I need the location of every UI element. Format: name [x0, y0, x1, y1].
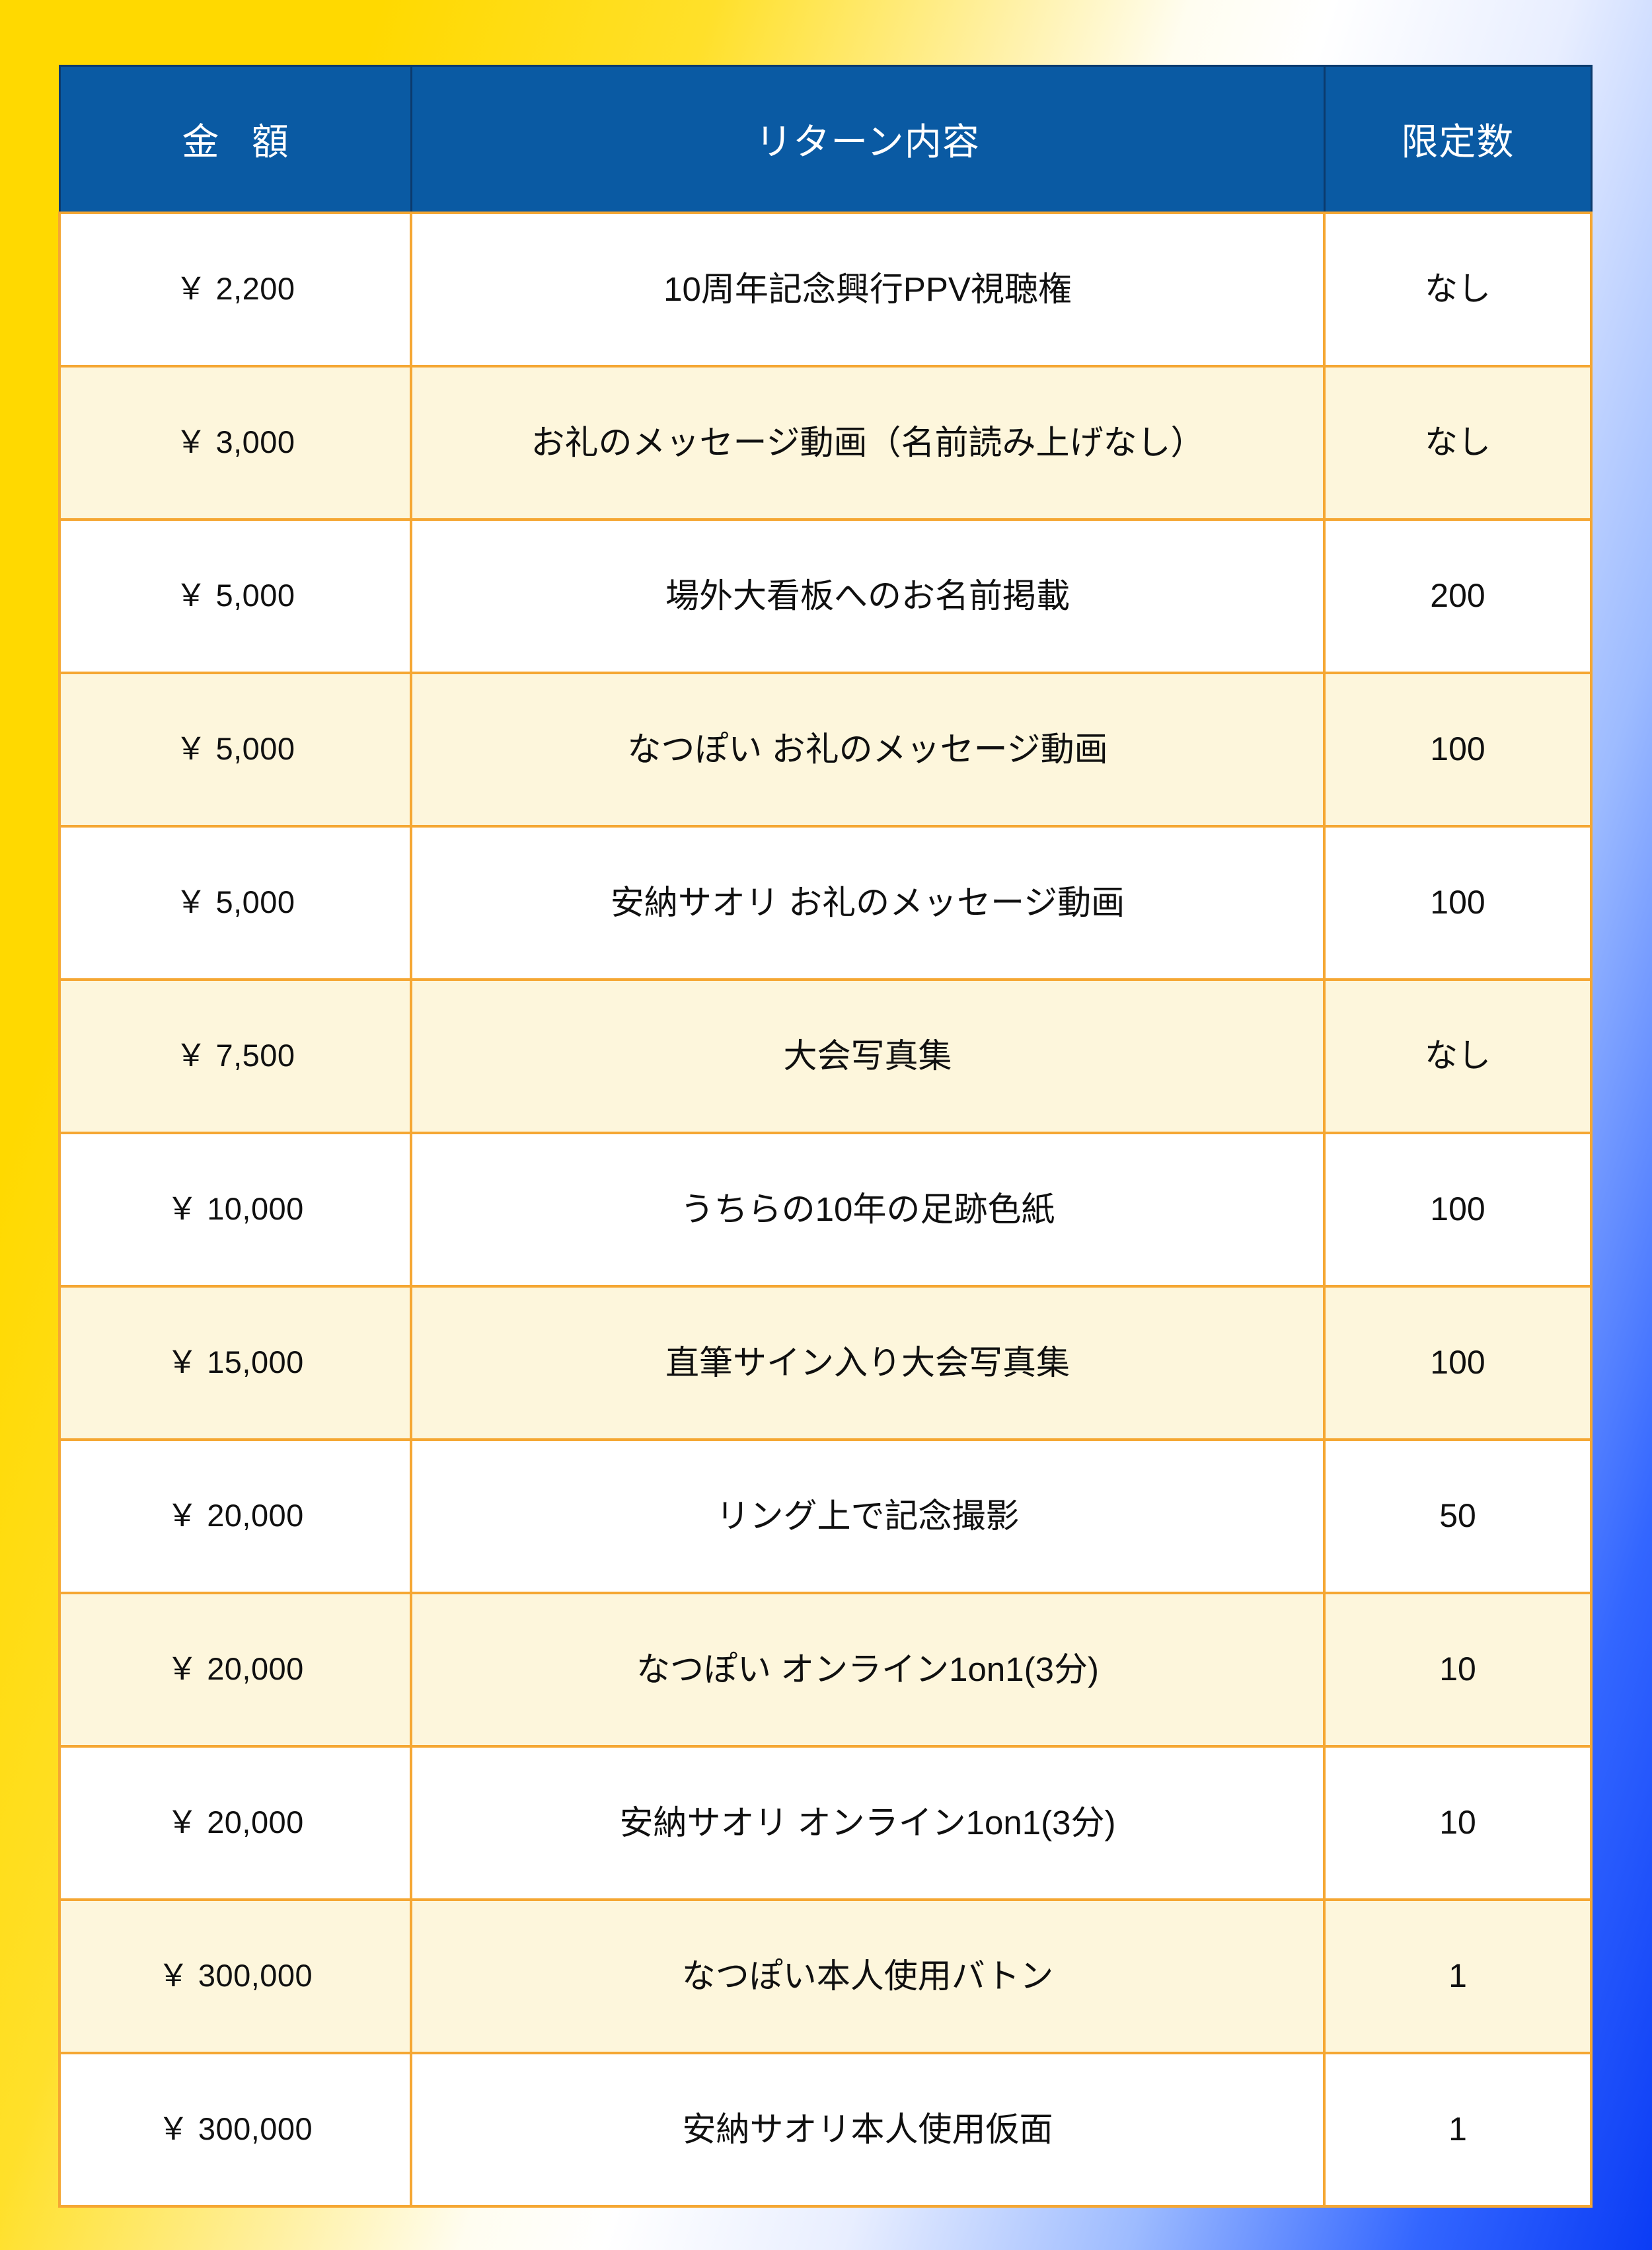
- cell-amount: ￥ 20,000: [58, 1591, 412, 1748]
- cell-amount: ￥ 5,000: [58, 671, 412, 828]
- table-row: ￥ 20,000 リング上で記念撮影 50: [58, 1438, 1593, 1594]
- return-table-container: 金 額 リターン内容 限定数 ￥ 2,200 10周年記念興行PPV視聴権 なし…: [58, 65, 1593, 2208]
- cell-description: なつぽい本人使用バトン: [410, 1898, 1326, 2054]
- table-body: ￥ 2,200 10周年記念興行PPV視聴権 なし ￥ 3,000 お礼のメッセ…: [58, 211, 1593, 2208]
- cell-limit: 50: [1323, 1438, 1593, 1594]
- cell-description: うちらの10年の足跡色紙: [410, 1131, 1326, 1288]
- cell-limit: 1: [1323, 1898, 1593, 2054]
- cell-limit: なし: [1323, 978, 1593, 1134]
- cell-amount: ￥ 5,000: [58, 518, 412, 674]
- cell-limit: 100: [1323, 1131, 1593, 1288]
- table-row: ￥ 15,000 直筆サイン入り大会写真集 100: [58, 1284, 1593, 1441]
- table-row: ￥ 5,000 安納サオリ お礼のメッセージ動画 100: [58, 824, 1593, 981]
- header-limit: 限定数: [1323, 65, 1593, 213]
- table-row: ￥ 5,000 なつぽい お礼のメッセージ動画 100: [58, 671, 1593, 828]
- cell-description: リング上で記念撮影: [410, 1438, 1326, 1594]
- cell-description: 10周年記念興行PPV視聴権: [410, 211, 1326, 368]
- cell-amount: ￥ 10,000: [58, 1131, 412, 1288]
- cell-limit: 1: [1323, 2051, 1593, 2208]
- cell-limit: 200: [1323, 518, 1593, 674]
- cell-amount: ￥ 15,000: [58, 1284, 412, 1441]
- cell-amount: ￥ 7,500: [58, 978, 412, 1134]
- table-row: ￥ 300,000 なつぽい本人使用バトン 1: [58, 1898, 1593, 2054]
- cell-amount: ￥ 5,000: [58, 824, 412, 981]
- table-row: ￥ 2,200 10周年記念興行PPV視聴権 なし: [58, 211, 1593, 368]
- table-row: ￥ 7,500 大会写真集 なし: [58, 978, 1593, 1134]
- cell-description: お礼のメッセージ動画（名前読み上げなし）: [410, 364, 1326, 521]
- return-rewards-table: 金 額 リターン内容 限定数 ￥ 2,200 10周年記念興行PPV視聴権 なし…: [58, 65, 1593, 2208]
- cell-amount: ￥ 20,000: [58, 1438, 412, 1594]
- header-description: リターン内容: [410, 65, 1326, 213]
- header-row: 金 額 リターン内容 限定数: [58, 65, 1593, 213]
- cell-description: 安納サオリ お礼のメッセージ動画: [410, 824, 1326, 981]
- cell-description: 安納サオリ オンライン1on1(3分): [410, 1744, 1326, 1901]
- cell-limit: なし: [1323, 364, 1593, 521]
- cell-description: 場外大看板へのお名前掲載: [410, 518, 1326, 674]
- table-row: ￥ 5,000 場外大看板へのお名前掲載 200: [58, 518, 1593, 674]
- cell-description: 安納サオリ本人使用仮面: [410, 2051, 1326, 2208]
- cell-limit: 100: [1323, 824, 1593, 981]
- cell-description: なつぽい オンライン1on1(3分): [410, 1591, 1326, 1748]
- cell-amount: ￥ 300,000: [58, 2051, 412, 2208]
- cell-limit: なし: [1323, 211, 1593, 368]
- table-row: ￥ 10,000 うちらの10年の足跡色紙 100: [58, 1131, 1593, 1288]
- cell-description: 大会写真集: [410, 978, 1326, 1134]
- cell-amount: ￥ 2,200: [58, 211, 412, 368]
- cell-amount: ￥ 3,000: [58, 364, 412, 521]
- table-header: 金 額 リターン内容 限定数: [58, 65, 1593, 213]
- table-row: ￥ 20,000 なつぽい オンライン1on1(3分) 10: [58, 1591, 1593, 1748]
- table-row: ￥ 300,000 安納サオリ本人使用仮面 1: [58, 2051, 1593, 2208]
- cell-amount: ￥ 300,000: [58, 1898, 412, 2054]
- table-row: ￥ 20,000 安納サオリ オンライン1on1(3分) 10: [58, 1744, 1593, 1901]
- table-row: ￥ 3,000 お礼のメッセージ動画（名前読み上げなし） なし: [58, 364, 1593, 521]
- cell-limit: 10: [1323, 1744, 1593, 1901]
- cell-description: なつぽい お礼のメッセージ動画: [410, 671, 1326, 828]
- cell-amount: ￥ 20,000: [58, 1744, 412, 1901]
- cell-limit: 100: [1323, 1284, 1593, 1441]
- header-amount: 金 額: [58, 65, 412, 213]
- cell-description: 直筆サイン入り大会写真集: [410, 1284, 1326, 1441]
- cell-limit: 100: [1323, 671, 1593, 828]
- cell-limit: 10: [1323, 1591, 1593, 1748]
